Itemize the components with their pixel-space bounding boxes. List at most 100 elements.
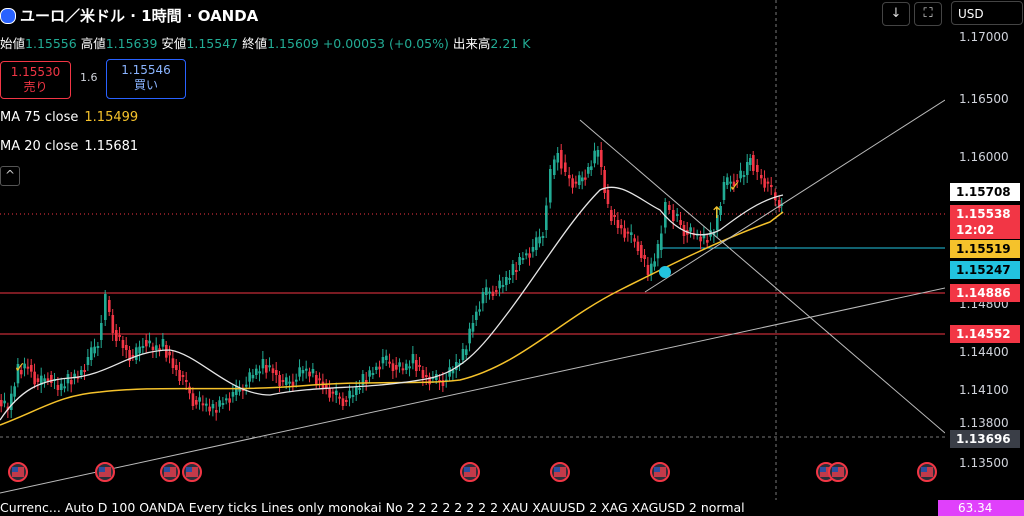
economic-event-icon: [917, 462, 937, 482]
ma20-legend[interactable]: MA 20 close 1.15681: [0, 139, 138, 154]
candle: [191, 393, 195, 406]
ma75-legend[interactable]: MA 75 close 1.15499: [0, 110, 138, 125]
buy-price: 1.15546: [121, 63, 171, 77]
low-label: 安値: [161, 36, 187, 51]
candle: [325, 385, 328, 389]
indicator-value-badge: 63.34: [938, 500, 1024, 516]
candle: [16, 364, 20, 384]
price-tick: 1.16500: [959, 92, 1009, 106]
candle: [732, 181, 736, 186]
candle: [341, 398, 345, 406]
trend-line: [644, 99, 945, 293]
bottom-indicator-bar[interactable]: Currenc... Auto D 100 OANDA Every ticks …: [0, 500, 745, 515]
flag-canton: [186, 467, 192, 472]
candle: [111, 315, 115, 333]
candle: [93, 346, 96, 354]
currency-selector[interactable]: USD: [951, 1, 1023, 25]
candle: [633, 238, 636, 242]
candle: [528, 253, 531, 258]
candle: [104, 294, 107, 320]
candle: [118, 335, 121, 337]
candle: [0, 400, 3, 407]
trend-line: [0, 287, 945, 494]
price-label: 1.15247: [950, 261, 1020, 279]
price-label: 1.14552: [950, 325, 1020, 343]
candle: [378, 366, 381, 370]
candle: [553, 159, 556, 175]
candle: [518, 257, 521, 265]
sell-price: 1.15530: [10, 65, 61, 79]
candle: [36, 378, 40, 382]
signal-marker: ✓: [14, 360, 26, 376]
candle: [746, 162, 749, 175]
fullscreen-icon: ⛶: [923, 6, 933, 21]
candle: [538, 236, 541, 244]
candle: [365, 380, 368, 383]
candle: [60, 383, 63, 390]
candle: [613, 215, 616, 217]
candle: [603, 170, 606, 193]
candle: [361, 374, 365, 385]
close-label: 終値: [242, 36, 268, 51]
open-label: 始値: [0, 36, 26, 51]
candle: [643, 255, 646, 259]
ohlc-legend: 始値1.15556 高値1.15639 安値1.15547 終値1.15609 …: [0, 33, 530, 52]
candle: [630, 232, 633, 235]
candle: [385, 355, 388, 360]
download-button[interactable]: ↓: [882, 2, 910, 26]
candle: [448, 367, 451, 377]
candle: [10, 393, 13, 410]
candle: [20, 370, 23, 375]
economic-event-icon: [460, 462, 480, 482]
candle: [451, 370, 455, 374]
flag-canton: [832, 467, 838, 472]
trend-line: [579, 119, 945, 434]
chevron-up-icon: ^: [4, 168, 16, 182]
candle: [161, 339, 165, 347]
flag-canton: [464, 467, 470, 472]
economic-event-icon: [182, 462, 202, 482]
price-label: 1.15519: [950, 240, 1020, 258]
ma75-line: [0, 211, 784, 426]
candle: [623, 228, 626, 238]
candle: [722, 182, 726, 200]
candle: [368, 370, 371, 377]
candle: [636, 241, 640, 251]
candle: [175, 365, 178, 370]
fullscreen-button[interactable]: ⛶: [914, 2, 942, 26]
candle: [405, 363, 408, 370]
candle: [719, 206, 722, 215]
candle: [498, 280, 501, 289]
candle: [138, 346, 141, 354]
economic-event-icon: [828, 462, 848, 482]
candle: [418, 365, 421, 367]
candle: [181, 375, 185, 377]
price-tick: 1.16000: [959, 150, 1009, 164]
candle: [650, 263, 653, 275]
collapse-legend-button[interactable]: ^: [0, 166, 20, 186]
candle: [568, 175, 571, 179]
candle: [188, 386, 191, 394]
candle: [158, 348, 161, 351]
candle: [752, 155, 755, 171]
candle: [501, 285, 505, 287]
close-value: 1.15609: [267, 36, 319, 51]
candle: [411, 354, 415, 364]
candle: [83, 370, 86, 372]
candle: [338, 396, 341, 399]
price-chart[interactable]: ✓ ↑ ✓: [0, 0, 945, 500]
candle: [288, 381, 291, 384]
buy-button[interactable]: 1.15546 買い: [106, 59, 186, 99]
sell-button[interactable]: 1.15530 売り: [0, 61, 71, 99]
candle: [301, 370, 305, 374]
candle: [742, 175, 746, 177]
candle: [606, 190, 610, 204]
candle: [739, 170, 742, 179]
candle: [415, 360, 418, 371]
economic-event-icon: [160, 462, 180, 482]
price-tick: 1.14100: [959, 383, 1009, 397]
candle: [265, 365, 268, 373]
low-value: 1.15547: [186, 36, 239, 51]
candle: [478, 309, 481, 312]
candle: [13, 386, 16, 397]
